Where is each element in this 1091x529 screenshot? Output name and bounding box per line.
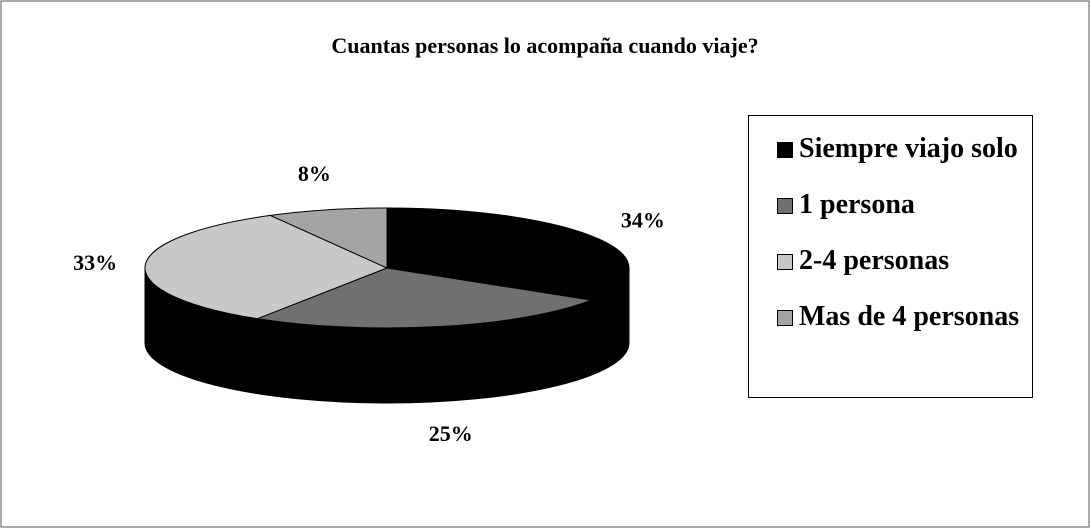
legend-swatch [777, 142, 793, 158]
legend-item: Siempre viajo solo [777, 130, 1024, 168]
legend: Siempre viajo solo 1 persona 2-4 personas M… [748, 115, 1033, 398]
legend-item: Mas de 4 personas [777, 298, 1024, 336]
pie-slice [255, 267, 594, 329]
pie-slice [268, 207, 388, 269]
legend-item: 2-4 personas [777, 242, 1024, 280]
chart-title: Cuantas personas lo acompaña cuando viaj… [331, 33, 758, 58]
legend-swatch [777, 198, 793, 214]
legend-label: Mas de 4 personas [799, 301, 1020, 332]
legend-swatch [777, 310, 793, 326]
data-label: 25% [429, 421, 473, 446]
legend-label: Siempre viajo solo [799, 133, 1018, 164]
data-label: 33% [73, 250, 117, 275]
data-label: 8% [298, 161, 331, 186]
legend-item: 1 persona [777, 186, 1024, 224]
legend-label: 1 persona [799, 189, 915, 220]
legend-swatch [777, 254, 793, 270]
legend-label: 2-4 personas [799, 245, 950, 276]
data-label: 34% [621, 207, 665, 232]
